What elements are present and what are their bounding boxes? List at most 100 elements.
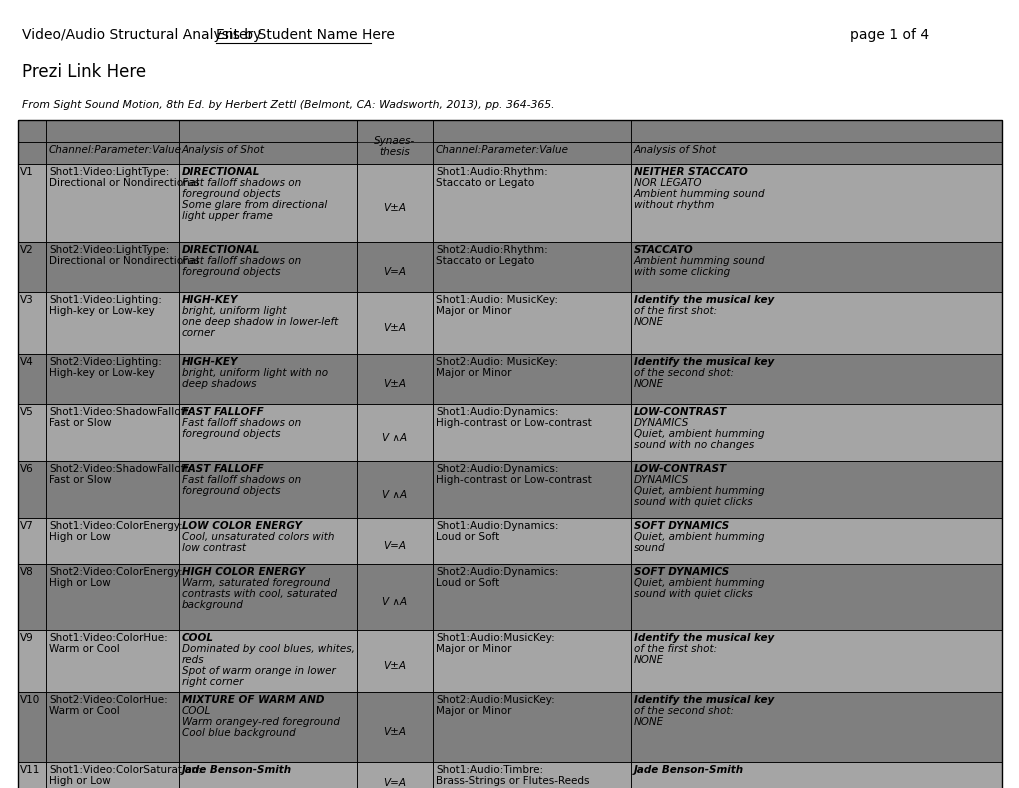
Bar bbox=[631, 292, 1001, 354]
Text: right corner: right corner bbox=[181, 677, 244, 687]
Bar bbox=[357, 692, 433, 762]
Text: page 1 of 4: page 1 of 4 bbox=[849, 28, 928, 42]
Text: STACCATO: STACCATO bbox=[634, 245, 693, 255]
Text: Warm or Cool: Warm or Cool bbox=[49, 644, 119, 654]
Bar bbox=[433, 564, 631, 630]
Bar bbox=[433, 461, 631, 518]
Text: V±A: V±A bbox=[383, 203, 407, 213]
Bar bbox=[46, 630, 178, 692]
Bar bbox=[357, 461, 433, 518]
Text: Shot1:Video:ShadowFalloff:: Shot1:Video:ShadowFalloff: bbox=[49, 407, 192, 417]
Text: Identify the musical key: Identify the musical key bbox=[634, 633, 773, 643]
Bar bbox=[18, 630, 46, 692]
Text: Analysis of Shot: Analysis of Shot bbox=[634, 145, 716, 155]
Text: V9: V9 bbox=[20, 633, 34, 643]
Text: Jade Benson-Smith: Jade Benson-Smith bbox=[181, 765, 291, 775]
Text: NONE: NONE bbox=[634, 655, 663, 665]
Text: V11: V11 bbox=[20, 765, 41, 775]
Text: V1: V1 bbox=[20, 167, 34, 177]
Bar bbox=[433, 762, 631, 788]
Bar bbox=[178, 292, 357, 354]
Text: Shot2:Video:LightType:: Shot2:Video:LightType: bbox=[49, 245, 169, 255]
Text: Staccato or Legato: Staccato or Legato bbox=[435, 178, 534, 188]
Text: Jade Benson-Smith: Jade Benson-Smith bbox=[634, 765, 744, 775]
Text: Fast falloff shadows on: Fast falloff shadows on bbox=[181, 418, 301, 428]
Bar bbox=[46, 564, 178, 630]
Bar bbox=[357, 120, 433, 142]
Text: High or Low: High or Low bbox=[49, 776, 111, 786]
Text: Directional or Nondirectional: Directional or Nondirectional bbox=[49, 178, 199, 188]
Text: V±A: V±A bbox=[383, 727, 407, 737]
Text: V2: V2 bbox=[20, 245, 34, 255]
Text: Shot1:Video:Lighting:: Shot1:Video:Lighting: bbox=[49, 295, 162, 305]
Text: Fast or Slow: Fast or Slow bbox=[49, 475, 111, 485]
Bar bbox=[46, 242, 178, 292]
Bar bbox=[18, 354, 46, 404]
Bar bbox=[18, 692, 46, 762]
Text: COOL: COOL bbox=[181, 633, 214, 643]
Text: sound with no changes: sound with no changes bbox=[634, 440, 753, 450]
Text: without rhythm: without rhythm bbox=[634, 200, 713, 210]
Text: foreground objects: foreground objects bbox=[181, 189, 280, 199]
Bar bbox=[46, 120, 178, 142]
Text: Shot1:Video:ColorEnergy:: Shot1:Video:ColorEnergy: bbox=[49, 521, 182, 531]
Text: Some glare from directional: Some glare from directional bbox=[181, 200, 327, 210]
Text: V ∧A: V ∧A bbox=[382, 597, 408, 607]
Text: V10: V10 bbox=[20, 695, 40, 705]
Text: Fast falloff shadows on: Fast falloff shadows on bbox=[181, 256, 301, 266]
Text: Warm orangey-red foreground: Warm orangey-red foreground bbox=[181, 717, 339, 727]
Text: FAST FALLOFF: FAST FALLOFF bbox=[181, 407, 264, 417]
Text: V8: V8 bbox=[20, 567, 34, 577]
Bar bbox=[178, 164, 357, 242]
Text: V=A: V=A bbox=[383, 778, 407, 788]
Text: High-key or Low-key: High-key or Low-key bbox=[49, 306, 155, 316]
Bar bbox=[46, 692, 178, 762]
Text: bright, uniform light with no: bright, uniform light with no bbox=[181, 368, 328, 378]
Text: Fast falloff shadows on: Fast falloff shadows on bbox=[181, 475, 301, 485]
Text: V±A: V±A bbox=[383, 379, 407, 389]
Text: V4: V4 bbox=[20, 357, 34, 367]
Bar bbox=[178, 692, 357, 762]
Text: Shot2:Audio:MusicKey:: Shot2:Audio:MusicKey: bbox=[435, 695, 554, 705]
Text: Cool, unsaturated colors with: Cool, unsaturated colors with bbox=[181, 532, 334, 542]
Text: From Sight Sound Motion, 8th Ed. by Herbert Zettl (Belmont, CA: Wadsworth, 2013): From Sight Sound Motion, 8th Ed. by Herb… bbox=[22, 100, 554, 110]
Text: High-contrast or Low-contrast: High-contrast or Low-contrast bbox=[435, 475, 591, 485]
Text: sound: sound bbox=[634, 543, 665, 553]
Bar bbox=[18, 120, 1001, 788]
Bar bbox=[357, 518, 433, 564]
Bar bbox=[433, 164, 631, 242]
Bar bbox=[357, 292, 433, 354]
Text: SOFT DYNAMICS: SOFT DYNAMICS bbox=[634, 521, 729, 531]
Text: V=A: V=A bbox=[383, 267, 407, 277]
Text: thesis: thesis bbox=[379, 147, 410, 157]
Bar bbox=[357, 354, 433, 404]
Text: Shot1:Audio:Dynamics:: Shot1:Audio:Dynamics: bbox=[435, 521, 558, 531]
Text: Directional or Nondirectional: Directional or Nondirectional bbox=[49, 256, 199, 266]
Text: deep shadows: deep shadows bbox=[181, 379, 256, 389]
Bar bbox=[433, 630, 631, 692]
Text: sound with quiet clicks: sound with quiet clicks bbox=[634, 589, 752, 599]
Bar bbox=[18, 461, 46, 518]
Bar bbox=[178, 518, 357, 564]
Text: FAST FALLOFF: FAST FALLOFF bbox=[181, 464, 264, 474]
Bar bbox=[178, 404, 357, 461]
Bar bbox=[178, 142, 357, 164]
Text: SOFT DYNAMICS: SOFT DYNAMICS bbox=[634, 567, 729, 577]
Text: with some clicking: with some clicking bbox=[634, 267, 730, 277]
Text: High or Low: High or Low bbox=[49, 532, 111, 542]
Bar bbox=[18, 762, 46, 788]
Text: Quiet, ambient humming: Quiet, ambient humming bbox=[634, 429, 764, 439]
Text: sound with quiet clicks: sound with quiet clicks bbox=[634, 497, 752, 507]
Bar bbox=[357, 630, 433, 692]
Text: NONE: NONE bbox=[634, 317, 663, 327]
Text: Shot2:Audio: MusicKey:: Shot2:Audio: MusicKey: bbox=[435, 357, 557, 367]
Text: High or Low: High or Low bbox=[49, 578, 111, 588]
Text: V5: V5 bbox=[20, 407, 34, 417]
Bar bbox=[46, 292, 178, 354]
Bar bbox=[18, 292, 46, 354]
Bar bbox=[433, 692, 631, 762]
Bar bbox=[631, 518, 1001, 564]
Text: DIRECTIONAL: DIRECTIONAL bbox=[181, 167, 260, 177]
Bar bbox=[631, 404, 1001, 461]
Text: one deep shadow in lower-left: one deep shadow in lower-left bbox=[181, 317, 338, 327]
